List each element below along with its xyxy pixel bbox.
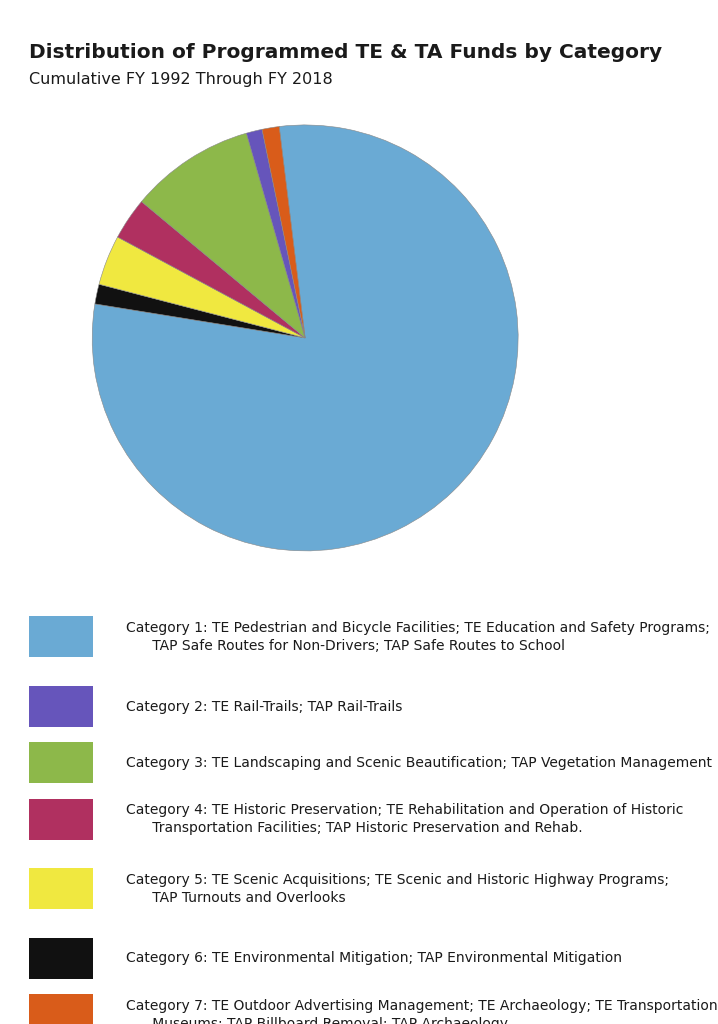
FancyBboxPatch shape — [20, 794, 102, 845]
FancyBboxPatch shape — [20, 863, 102, 914]
Text: Category 6: TE Environmental Mitigation; TAP Environmental Mitigation: Category 6: TE Environmental Mitigation;… — [126, 951, 622, 966]
Text: Distribution of Programmed TE & TA Funds by Category: Distribution of Programmed TE & TA Funds… — [29, 43, 662, 62]
FancyBboxPatch shape — [20, 933, 102, 984]
Text: Category 5: TE Scenic Acquisitions; TE Scenic and Historic Highway Programs;
   : Category 5: TE Scenic Acquisitions; TE S… — [126, 872, 668, 905]
Wedge shape — [92, 125, 518, 551]
Wedge shape — [118, 202, 305, 338]
Wedge shape — [99, 237, 305, 338]
Text: Category 3: TE Landscaping and Scenic Beautification; TAP Vegetation Management: Category 3: TE Landscaping and Scenic Be… — [126, 756, 712, 770]
FancyBboxPatch shape — [20, 737, 102, 788]
Text: Category 4: TE Historic Preservation; TE Rehabilitation and Operation of Histori: Category 4: TE Historic Preservation; TE… — [126, 803, 683, 836]
Text: Cumulative FY 1992 Through FY 2018: Cumulative FY 1992 Through FY 2018 — [29, 72, 332, 87]
Wedge shape — [141, 133, 305, 338]
FancyBboxPatch shape — [20, 611, 102, 663]
FancyBboxPatch shape — [20, 681, 102, 732]
Text: Category 1: TE Pedestrian and Bicycle Facilities; TE Education and Safety Progra: Category 1: TE Pedestrian and Bicycle Fa… — [126, 621, 709, 653]
Text: Category 2: TE Rail-Trails; TAP Rail-Trails: Category 2: TE Rail-Trails; TAP Rail-Tra… — [126, 699, 402, 714]
Wedge shape — [262, 127, 305, 338]
Wedge shape — [246, 129, 305, 338]
Wedge shape — [95, 285, 305, 338]
Text: Category 7: TE Outdoor Advertising Management; TE Archaeology; TE Transportation: Category 7: TE Outdoor Advertising Manag… — [126, 998, 717, 1024]
FancyBboxPatch shape — [20, 989, 102, 1024]
